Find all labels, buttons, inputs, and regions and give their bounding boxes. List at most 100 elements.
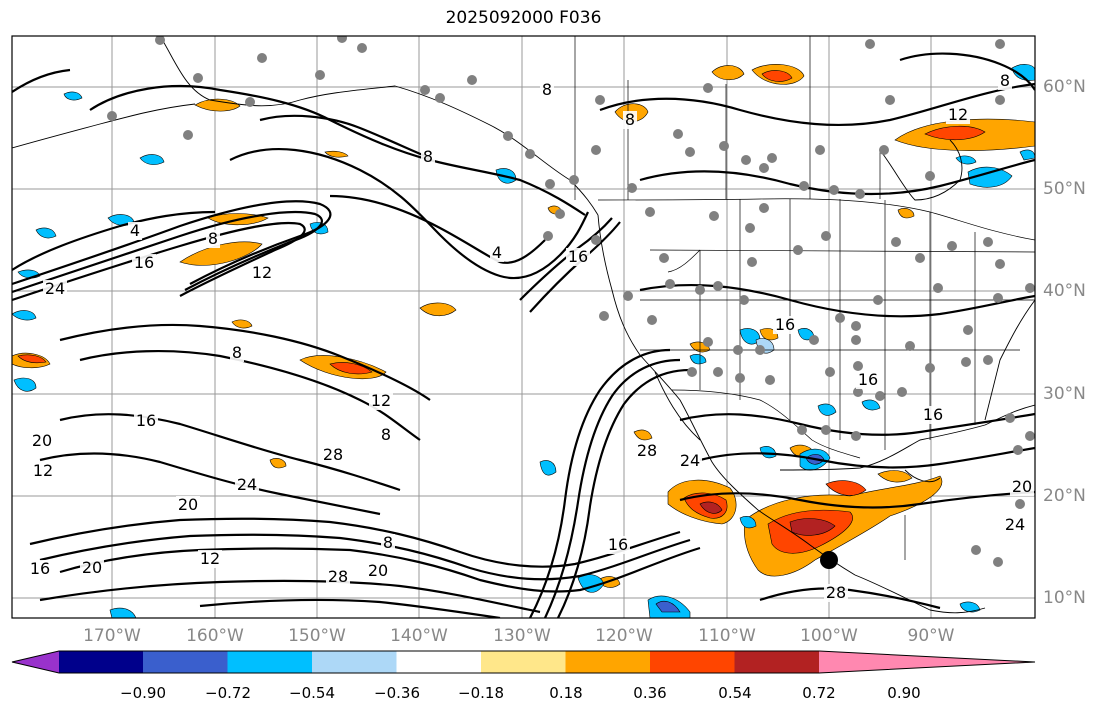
contour-label: 12 [200,549,220,568]
contour-canada-loop [899,52,1035,91]
contour-label-background [31,462,55,480]
contour-label: 20 [1012,477,1032,496]
colorbar-tick-label: −0.36 [374,684,420,702]
contour-8-nw [12,68,71,93]
storm-center-marker [820,551,838,569]
contour-label-background [921,406,945,424]
contour-label-background [176,496,200,514]
contour-label-background [206,230,220,248]
contour-label-background [326,568,350,586]
contour-label: 20 [178,495,198,514]
contour-label: 4 [130,221,140,240]
contour-20-sw [39,452,381,516]
east-coast [984,299,1035,421]
hudson-bay [879,139,963,201]
station-markers [107,36,1035,567]
lat-label-50n: 50°N [1043,179,1086,199]
contour-label: 24 [1005,515,1025,534]
contour-label: 28 [323,445,343,464]
lat-label-30n: 30°N [1043,384,1086,404]
contour-24-bottom [39,579,541,614]
contour-16-us [639,283,1035,318]
contour-label: 24 [45,279,65,298]
map-frame [11,35,1036,619]
lon-label-140w: 140°W [390,626,448,646]
graticule [12,36,1035,618]
colorbar-segment [650,651,735,673]
contour-canada-8 [599,82,1035,127]
contour-ridge-2 [544,358,681,618]
contour-label: 8 [232,343,242,362]
contour-label: 12 [33,461,53,480]
contour-label-background [606,536,630,554]
contour-label: 8 [423,147,433,166]
contour-label: 8 [381,425,391,444]
contour-4-loop [329,194,546,264]
contour-label-background [623,111,637,129]
lon-label-130w: 130°W [493,626,551,646]
contour-12-mid [59,323,431,401]
colorbar [11,650,1036,674]
colorbar-tick-label: 0.36 [633,684,667,702]
contour-16-sw [59,413,401,492]
west-coast [597,214,856,576]
contour-label-background [235,476,259,494]
alaska-coast [159,36,599,216]
contour-label-background [678,452,702,470]
contour-label: 28 [637,441,657,460]
lat-label-40n: 40°N [1043,281,1086,301]
lon-label-150w: 150°W [288,626,346,646]
contour-24-south [679,490,1035,509]
contour-label-background [421,148,435,166]
contour-28-south [759,587,941,610]
contour-label: 16 [923,405,943,424]
negative-shading [12,64,1035,618]
contour-20-south [699,446,1035,469]
contour-label-background [366,562,390,580]
contour-label: 8 [625,110,635,129]
contour-label: 16 [134,253,154,272]
colorbar-extend-low [12,651,59,673]
contour-20-bottom [59,546,701,593]
lon-label-160w: 160°W [186,626,244,646]
contour-label-background [1003,516,1027,534]
contour-label-background [80,559,104,577]
colorbar-tick-label: 0.72 [802,684,836,702]
colorbar-extend-high [819,651,1035,673]
contour-4-west [12,210,216,271]
contour-label-background [824,584,848,602]
contour-label: 24 [237,475,257,494]
contour-label-background [132,254,156,272]
contour-label-background [198,550,222,568]
contour-jet-2 [12,210,323,294]
contour-ridge-3 [557,368,691,618]
contour-8-loop [229,148,589,280]
contour-alaska-inner [259,114,431,160]
contour-label: 24 [680,451,700,470]
lon-label-170w: 170°W [83,626,141,646]
contour-8-alaska [89,84,586,216]
contour-label-background [43,280,67,298]
colorbar-segment [481,651,566,673]
shade-pacific-jet-orange [179,241,263,266]
colorbar-segment [227,651,313,673]
contour-label: 8 [1000,71,1010,90]
contour-label: 20 [82,558,102,577]
contour-label-background [381,534,395,552]
contour-label-background [379,426,393,444]
contour-label-background [540,81,554,99]
lon-label-110w: 110°W [698,626,756,646]
colorbar-segment [312,651,397,673]
contour-label-background [321,446,345,464]
colorbar-segment [396,651,482,673]
contour-8-mid [79,349,421,441]
colorbar-tick-label: −0.54 [289,684,335,702]
contour-label: 16 [608,535,628,554]
contour-label: 20 [368,561,388,580]
lon-label-120w: 120°W [595,626,653,646]
contour-label: 16 [136,411,156,430]
contour-label: 12 [948,105,968,124]
contour-label-background [856,371,880,389]
shade-alaska-blue [139,154,165,165]
contour-label: 28 [328,567,348,586]
